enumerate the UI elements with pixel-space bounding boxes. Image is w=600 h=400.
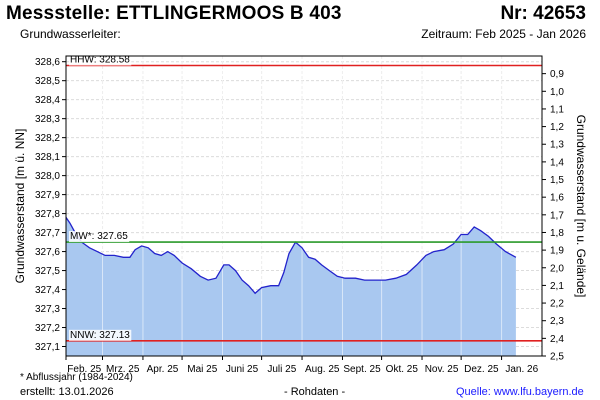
y-tick-label-right: 1,6: [550, 193, 564, 204]
y-tick-label-left: 328,6: [35, 57, 60, 68]
y-tick-label-left: 327,8: [35, 209, 60, 220]
y-tick-label-right: 1,1: [550, 104, 564, 115]
y-axis-title-left: Grundwasserstand [m ü. NN]: [13, 129, 27, 284]
reference-label-bg: [69, 231, 130, 243]
x-tick-label: Mrz. 25: [106, 364, 140, 375]
groundwater-line: [65, 217, 517, 295]
y-tick-label-left: 327,3: [35, 304, 60, 315]
aquifer-label: Grundwasserleiter:: [20, 27, 121, 41]
nnw-label: NNW: 327.13: [70, 330, 130, 341]
x-tick-label: Dez. 25: [464, 364, 499, 375]
x-tick-label: Mai 25: [187, 364, 217, 375]
y-tick-label-left: 328,4: [35, 95, 60, 106]
y-tick-label-left: 328,0: [35, 171, 60, 182]
groundwater-area: [66, 217, 516, 356]
y-tick-label-right: 1,3: [550, 140, 564, 151]
raw-data-label: - Rohdaten -: [284, 386, 346, 398]
reference-label-bg: [69, 54, 132, 66]
x-tick-label: Feb. 25: [67, 364, 101, 375]
footnote: * Abflussjahr (1984-2024): [20, 372, 133, 383]
y-tick-label-left: 328,2: [35, 133, 60, 144]
y-tick-label-left: 327,4: [35, 285, 60, 296]
y-tick-label-left: 327,9: [35, 190, 60, 201]
x-tick-label: Juli 25: [267, 364, 296, 375]
y-tick-label-right: 2,4: [550, 334, 564, 345]
mw-label: MW*: 327.65: [70, 231, 128, 242]
y-tick-label-right: 2,0: [550, 263, 564, 274]
y-axis-title-right: Grundwasserstand [m u. Gelände]: [574, 115, 588, 298]
station-title: Messstelle: ETTLINGERMOOS B 403: [6, 3, 342, 24]
y-tick-label-left: 327,2: [35, 323, 60, 334]
y-tick-label-right: 1,9: [550, 246, 564, 257]
y-tick-label-right: 2,3: [550, 316, 564, 327]
x-tick-label: Nov. 25: [425, 364, 459, 375]
plot-frame: [65, 55, 543, 357]
hhw-label: HHW: 328.58: [70, 54, 130, 65]
y-tick-label-right: 1,5: [550, 175, 564, 186]
station-number: Nr: 42653: [500, 3, 586, 24]
x-tick-label: Sept. 25: [343, 364, 381, 375]
x-tick-label: Okt. 25: [386, 364, 419, 375]
y-tick-label-right: 2,5: [550, 352, 564, 363]
x-tick-label: Jan. 26: [505, 364, 538, 375]
y-tick-label-right: 1,4: [550, 157, 564, 168]
y-tick-label-right: 1,2: [550, 122, 564, 133]
reference-label-bg: [69, 329, 132, 341]
y-tick-label-right: 0,9: [550, 69, 564, 80]
y-tick-label-left: 328,1: [35, 152, 60, 163]
period-label: Zeitraum: Feb 2025 - Jan 2026: [421, 27, 586, 41]
y-tick-label-left: 328,3: [35, 114, 60, 125]
y-tick-label-left: 327,7: [35, 228, 60, 239]
x-tick-label: Juni 25: [226, 364, 259, 375]
source-link[interactable]: Quelle: www.lfu.bayern.de: [456, 386, 584, 398]
x-tick-label: Apr. 25: [147, 364, 179, 375]
y-tick-label-left: 327,5: [35, 266, 60, 277]
y-tick-label-left: 327,6: [35, 247, 60, 258]
created-date: erstellt: 13.01.2026: [20, 386, 114, 398]
x-tick-label: Aug. 25: [305, 364, 340, 375]
y-tick-label-right: 1,8: [550, 228, 564, 239]
y-tick-label-right: 2,1: [550, 281, 564, 292]
y-tick-label-left: 327,1: [35, 342, 60, 353]
y-tick-label-right: 1,7: [550, 210, 564, 221]
y-tick-label-right: 1,0: [550, 87, 564, 98]
y-tick-label-right: 2,2: [550, 299, 564, 310]
y-tick-label-left: 328,5: [35, 76, 60, 87]
